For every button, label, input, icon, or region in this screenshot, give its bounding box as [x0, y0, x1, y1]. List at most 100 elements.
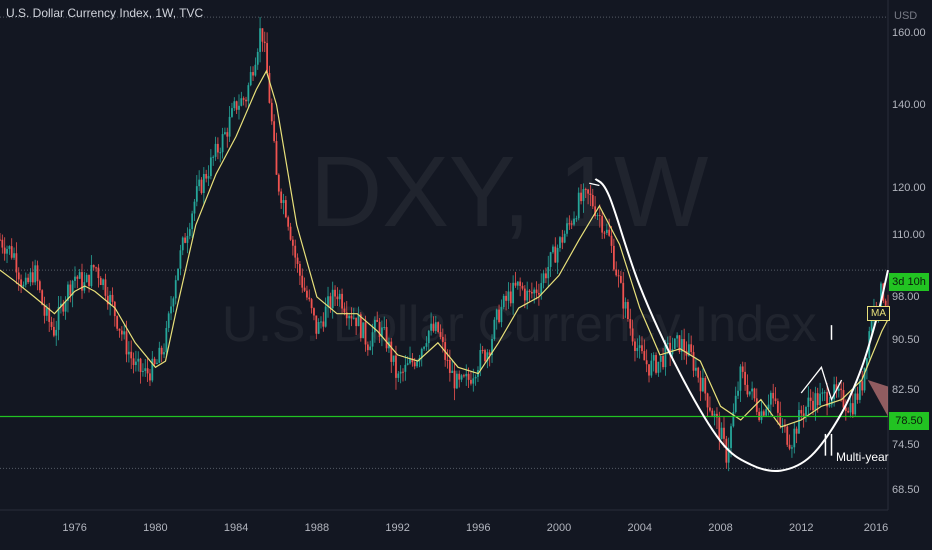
candle-body — [779, 412, 782, 425]
candle-body — [373, 319, 376, 333]
candle-body — [568, 223, 571, 225]
candle-body — [704, 377, 707, 394]
candle-body — [27, 277, 30, 283]
candle-body — [282, 200, 285, 203]
candle-body — [146, 368, 149, 374]
candle-body — [38, 281, 41, 291]
candle-body — [870, 320, 873, 332]
candle-body — [610, 235, 613, 246]
candle-body — [702, 377, 704, 392]
candle-body — [221, 134, 224, 153]
candle-body — [343, 308, 346, 313]
candle-body — [111, 294, 114, 302]
candle-body — [125, 331, 128, 355]
time-tick-label: 2008 — [708, 522, 733, 534]
candle-body — [737, 390, 739, 396]
moving-average-line — [0, 69, 889, 428]
candle-body — [711, 410, 714, 416]
candle-body — [582, 189, 585, 202]
candle-body — [92, 264, 95, 268]
candle-body — [840, 388, 843, 391]
candle-body — [629, 319, 632, 329]
candle-body — [366, 344, 369, 351]
candle-body — [802, 413, 805, 417]
candle-body — [275, 141, 278, 175]
candle-body — [106, 295, 109, 305]
candle-body — [350, 315, 353, 319]
candle-body — [153, 358, 156, 364]
candle-body — [734, 395, 737, 412]
candle-body — [448, 359, 451, 373]
candle-body — [563, 233, 566, 243]
candle-body — [523, 288, 526, 301]
candle-body — [772, 392, 775, 399]
candle-body — [378, 321, 381, 337]
candle-body — [381, 327, 383, 337]
candle-body — [664, 344, 667, 368]
candle-body — [139, 358, 142, 372]
candle-body — [130, 351, 133, 359]
candle-body — [516, 281, 519, 286]
candle-body — [851, 403, 854, 415]
candle-body — [545, 273, 547, 279]
candle-body — [142, 370, 144, 372]
price-tick-label: 68.50 — [892, 483, 920, 496]
candle-body — [605, 229, 608, 233]
candle-body — [598, 215, 601, 217]
candle-body — [399, 371, 402, 374]
candle-body — [453, 370, 456, 389]
candle-body — [830, 399, 833, 405]
chart-title[interactable]: U.S. Dollar Currency Index, 1W, TVC — [6, 6, 204, 20]
candle-body — [863, 367, 866, 391]
candle-body — [847, 410, 850, 413]
countdown-tag: 3d 10h — [889, 273, 929, 291]
candle-body — [535, 289, 538, 293]
candle-body — [519, 281, 522, 286]
candle-body — [530, 291, 533, 294]
candle-body — [151, 358, 154, 381]
candle-body — [315, 315, 318, 334]
candle-body — [437, 322, 440, 333]
candle-body — [798, 409, 800, 434]
candle-body — [774, 398, 777, 402]
candle-body — [589, 193, 592, 195]
candle-body — [828, 404, 831, 407]
candle-body — [324, 306, 327, 327]
candle-body — [809, 397, 812, 401]
candle-body — [348, 315, 351, 319]
candle-body — [795, 428, 798, 434]
time-tick-label: 1984 — [223, 522, 249, 534]
candle-body — [90, 264, 93, 287]
candle-body — [753, 388, 756, 399]
candle-body — [409, 358, 411, 364]
candle-body — [45, 308, 48, 316]
candle-body — [301, 275, 304, 288]
candle-body — [765, 409, 768, 416]
candle-body — [657, 361, 660, 373]
candle-body — [434, 322, 437, 331]
candle-body — [57, 306, 60, 330]
candle-body — [439, 332, 442, 337]
candle-body — [760, 411, 763, 421]
candle-body — [233, 101, 236, 109]
candle-body — [570, 223, 573, 225]
price-tick-label: 140.00 — [892, 98, 926, 111]
candle-body — [242, 98, 245, 100]
candle-body — [406, 363, 409, 365]
candle-body — [512, 282, 515, 304]
price-tick-label: 82.50 — [892, 383, 920, 396]
candle-body — [580, 192, 582, 202]
candle-body — [299, 263, 301, 276]
candle-body — [284, 200, 287, 218]
candle-body — [835, 384, 838, 391]
candle-body — [463, 375, 465, 377]
candle-body — [395, 355, 397, 378]
candle-body — [699, 377, 702, 392]
candle-body — [268, 73, 271, 103]
candle-body — [191, 213, 194, 230]
candle-body — [322, 321, 325, 327]
candle-body — [369, 346, 372, 351]
candle-body — [739, 366, 742, 391]
